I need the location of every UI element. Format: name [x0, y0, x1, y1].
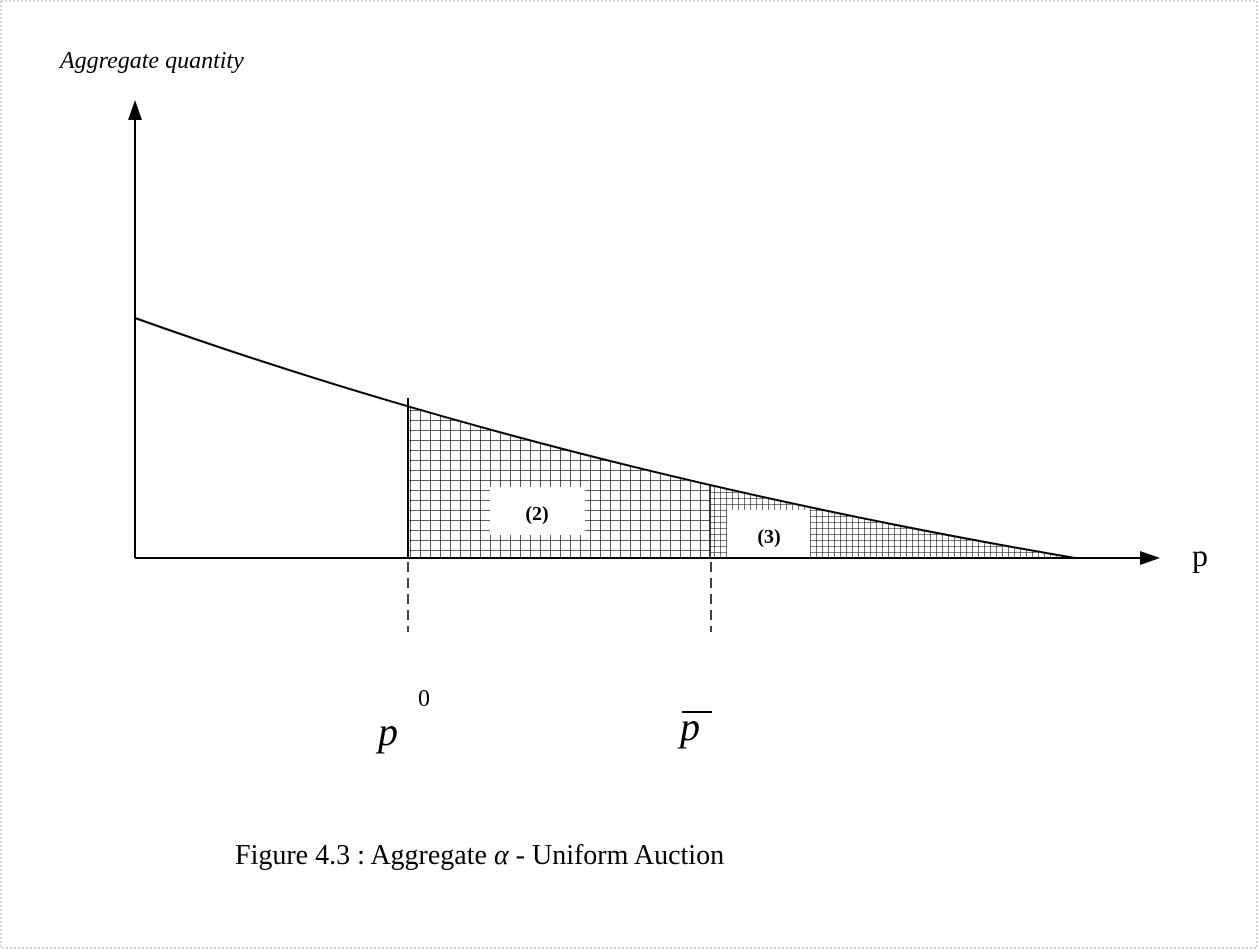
caption-rest: - Uniform Auction [516, 840, 724, 871]
caption-text: Figure 4.3 : Aggregate [235, 840, 487, 871]
x-arrow [1140, 551, 1160, 565]
marker-symbol: p [375, 709, 398, 754]
marker-symbol: p [677, 704, 700, 749]
caption-symbol: α [494, 840, 510, 871]
marker-superscript: 0 [418, 686, 430, 712]
caption: Figure 4.3 : Aggregate α - Uniform Aucti… [235, 840, 724, 871]
x-axis-label: p [1192, 537, 1208, 573]
label-box-2 [490, 487, 585, 535]
demand-curve [134, 317, 1076, 559]
region-label: (2) [525, 503, 548, 525]
y-axis-label: Aggregate quantity [58, 48, 244, 74]
label-box-3 [727, 510, 810, 557]
region-label: (3) [757, 526, 780, 548]
y-arrow [128, 100, 142, 120]
